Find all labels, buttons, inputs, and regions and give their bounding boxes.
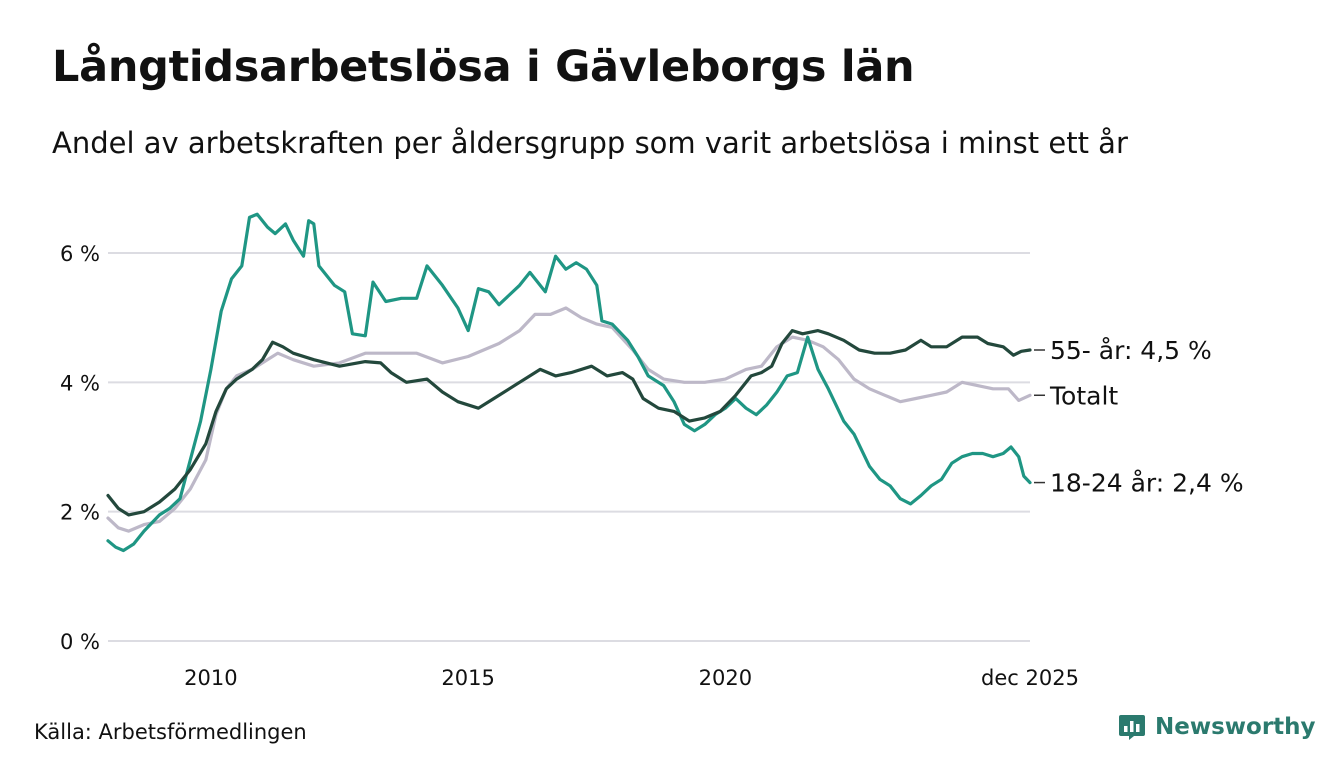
x-tick-label: dec 2025 — [981, 666, 1079, 690]
gridlines — [108, 252, 1030, 642]
end-label-s55: 55- år: 4,5 % — [1050, 336, 1212, 365]
bar-chart-logo-icon — [1119, 715, 1145, 740]
chart-subtitle: Andel av arbetskraften per åldersgrupp s… — [52, 126, 1128, 160]
series-line-total — [106, 306, 1032, 533]
y-tick-label: 0 % — [60, 630, 100, 654]
y-tick-label: 4 % — [60, 371, 100, 395]
x-tick-label: 2015 — [441, 666, 494, 690]
x-axis-labels: 2010 2015 2020 dec 2025 — [184, 666, 1079, 690]
x-tick-label: 2020 — [699, 666, 752, 690]
y-tick-label: 2 % — [60, 501, 100, 525]
series-line-youth — [106, 212, 1032, 553]
chart-title: Långtidsarbetslösa i Gävleborgs län — [52, 42, 915, 92]
end-label-total: Totalt — [1049, 381, 1118, 410]
series-lines — [106, 212, 1032, 553]
series-end-labels: 55- år: 4,5 % Totalt 18-24 år: 2,4 % — [1034, 336, 1244, 498]
source-note: Källa: Arbetsförmedlingen — [34, 720, 307, 744]
y-tick-label: 6 % — [60, 242, 100, 266]
brand-name: Newsworthy — [1155, 714, 1316, 740]
x-tick-label: 2010 — [184, 666, 237, 690]
end-label-youth: 18-24 år: 2,4 % — [1050, 469, 1244, 498]
y-axis-labels: 0 % 2 % 4 % 6 % — [60, 242, 100, 654]
brand-logo[interactable]: Newsworthy — [1118, 713, 1316, 741]
series-line-s55 — [106, 329, 1032, 517]
